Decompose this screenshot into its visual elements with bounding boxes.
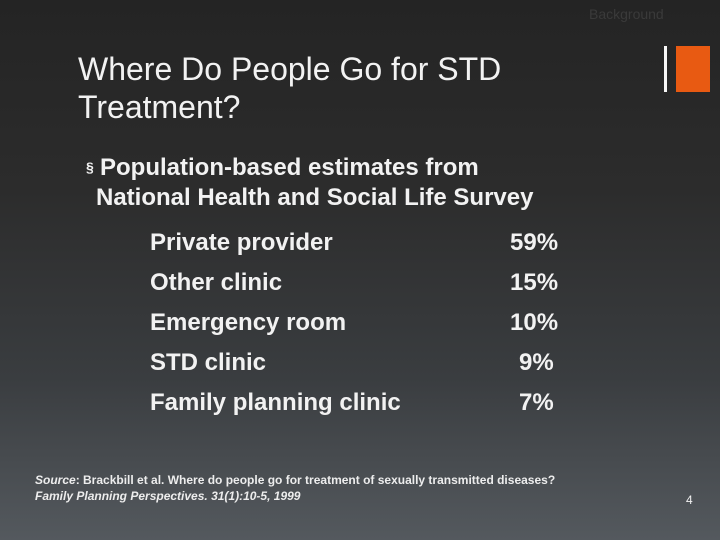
section-label: Background xyxy=(589,6,664,22)
stat-value: 15% xyxy=(510,269,559,296)
title-line-1: Where Do People Go for STD xyxy=(78,51,502,87)
stat-label: Family planning clinic xyxy=(150,389,401,416)
stat-row: Family planning clinic 7% xyxy=(150,383,590,423)
stat-label: Private provider xyxy=(150,229,333,256)
stat-row: STD clinic 9% xyxy=(150,343,590,383)
stat-value: 10% xyxy=(510,309,559,336)
stat-label: STD clinic xyxy=(150,349,267,376)
bullet-item: § Population-based estimates from Nationa… xyxy=(86,152,646,213)
stat-label: Emergency room xyxy=(150,309,347,336)
stat-value: 59% xyxy=(510,229,559,256)
bullet-line-2: National Health and Social Life Survey xyxy=(96,184,534,211)
source-label: Source xyxy=(35,473,76,487)
bullet-marker-icon: § xyxy=(86,159,94,175)
page-number: 4 xyxy=(686,493,693,507)
stat-value: 9% xyxy=(519,349,554,376)
accent-bar-orange xyxy=(676,46,710,92)
stat-value: 7% xyxy=(519,389,554,416)
slide-title: Where Do People Go for STD Treatment? xyxy=(78,50,638,126)
source-citation: Source: Brackbill et al. Where do people… xyxy=(35,472,655,504)
source-text: : Brackbill et al. Where do people go fo… xyxy=(75,473,556,487)
stats-list: Private provider 59% Other clinic 15% Em… xyxy=(150,223,590,423)
source-journal: Family Planning Perspectives. 31(1):10-5… xyxy=(35,489,301,503)
stat-label: Other clinic xyxy=(150,269,283,296)
title-line-2: Treatment? xyxy=(78,89,241,125)
accent-bar-thin xyxy=(664,46,667,92)
stat-row: Other clinic 15% xyxy=(150,263,590,303)
stat-row: Private provider 59% xyxy=(150,223,590,263)
stat-row: Emergency room 10% xyxy=(150,303,590,343)
bullet-line-1: Population-based estimates from xyxy=(100,154,479,181)
